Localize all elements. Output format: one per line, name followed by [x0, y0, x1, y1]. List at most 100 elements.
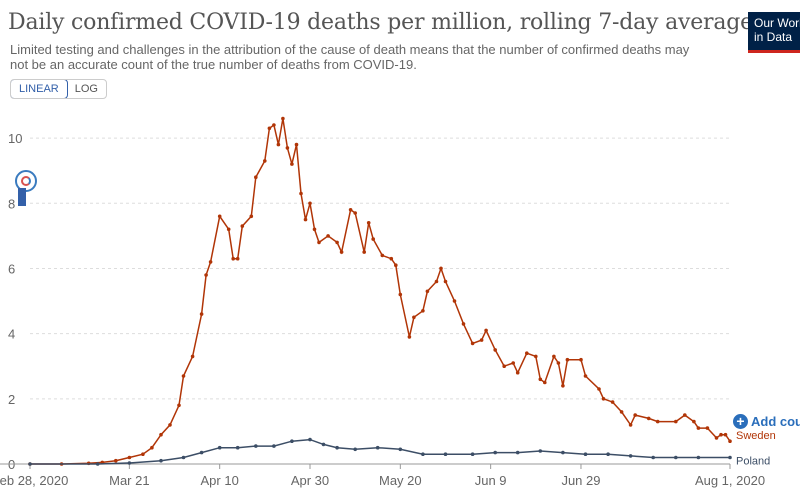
poland-data-point — [628, 454, 633, 458]
poland-data-point — [159, 458, 163, 463]
sweden-data-point — [177, 403, 181, 408]
sweden-data-point — [407, 335, 412, 339]
y-tick-label: 6 — [8, 261, 15, 276]
sweden-data-point — [683, 413, 687, 417]
poland-data-point — [335, 445, 339, 450]
sweden-data-point — [610, 400, 615, 404]
poland-data-point — [728, 455, 732, 460]
log-scale-button[interactable]: LOG — [74, 83, 98, 95]
x-tick-label: Apr 10 — [201, 473, 239, 488]
poland-data-point — [181, 455, 186, 460]
sweden-data-point — [208, 260, 213, 264]
sweden-data-point — [371, 237, 376, 241]
poland-data-point — [217, 445, 222, 450]
sweden-series-label: Sweden — [736, 430, 776, 442]
sweden-data-point — [421, 309, 425, 313]
logo-line-2: in Data — [754, 30, 793, 44]
poland-data-point — [561, 450, 565, 455]
sweden-data-point — [362, 250, 367, 254]
sweden-data-point — [484, 328, 488, 333]
sweden-data-point — [285, 146, 290, 150]
plus-icon: + — [733, 414, 748, 429]
y-tick-label: 4 — [8, 327, 15, 342]
sweden-data-point — [114, 458, 118, 463]
sweden-data-point — [235, 256, 240, 261]
sweden-data-point — [579, 357, 583, 362]
poland-data-point — [353, 447, 358, 452]
sweden-data-point — [723, 432, 728, 437]
linear-scale-button[interactable]: LINEAR — [10, 80, 68, 98]
sweden-data-point — [317, 240, 321, 245]
sweden-data-point — [534, 354, 538, 359]
poland-series-label: Poland — [736, 455, 770, 467]
poland-data-point — [696, 455, 701, 460]
sweden-data-point — [348, 208, 353, 212]
sweden-data-point — [249, 214, 254, 219]
sweden-data-point — [335, 240, 339, 245]
sweden-data-point — [556, 361, 561, 365]
sweden-data-point — [366, 221, 371, 225]
sweden-data-point — [339, 250, 344, 254]
sweden-data-point — [398, 292, 403, 297]
y-tick-label: 8 — [8, 196, 15, 211]
sweden-data-point — [696, 426, 701, 430]
sweden-data-point — [217, 214, 222, 219]
logo-accent-bar — [748, 50, 800, 53]
chart-title: Daily confirmed COVID-19 deaths per mill… — [8, 10, 753, 35]
poland-data-point — [421, 452, 425, 457]
sweden-data-point — [299, 191, 303, 196]
sweden-data-point — [452, 299, 457, 303]
sweden-data-point — [150, 445, 154, 450]
sweden-data-point — [443, 279, 448, 284]
sweden-data-point — [515, 370, 520, 375]
sweden-data-point — [619, 410, 624, 414]
timeline-handle-icon[interactable] — [15, 170, 37, 192]
poland-data-point — [199, 450, 204, 455]
sweden-data-point — [326, 234, 330, 238]
sweden-data-point — [380, 253, 385, 258]
sweden-data-point — [502, 364, 507, 369]
sweden-data-point — [674, 419, 678, 424]
sweden-data-point — [303, 217, 308, 222]
y-tick-label: 10 — [8, 131, 22, 146]
sweden-data-point — [294, 142, 299, 147]
sweden-data-point — [240, 224, 245, 228]
poland-data-point — [493, 450, 498, 455]
poland-data-point — [28, 462, 32, 466]
sweden-data-point — [728, 439, 732, 444]
sweden-data-point — [705, 426, 710, 430]
sweden-data-point — [655, 419, 660, 424]
sweden-data-point — [439, 266, 443, 271]
poland-data-point — [272, 444, 276, 448]
poland-data-point — [308, 437, 312, 442]
sweden-data-point — [168, 423, 172, 427]
sweden-data-point — [276, 142, 281, 147]
chart-subtitle: Limited testing and challenges in the at… — [10, 42, 690, 72]
poland-data-point — [95, 462, 100, 466]
scale-toggle[interactable]: LINEAR LOG — [10, 79, 107, 99]
sweden-data-point — [714, 436, 719, 440]
poland-data-point — [674, 455, 678, 460]
timeline-slider-bar[interactable] — [18, 188, 26, 206]
sweden-data-point — [565, 357, 570, 362]
add-country-label: Add country — [751, 414, 800, 429]
sweden-data-point — [511, 361, 515, 365]
owid-logo[interactable]: Our World in Data — [748, 12, 800, 50]
poland-data-point — [375, 445, 380, 450]
sweden-data-point — [159, 432, 163, 437]
poland-data-point — [583, 452, 588, 457]
sweden-data-point — [719, 432, 723, 437]
sweden-data-point — [470, 341, 475, 346]
poland-data-point — [290, 439, 294, 444]
sweden-data-point — [425, 289, 430, 294]
sweden-data-point — [561, 384, 565, 388]
x-tick-label: Apr 30 — [291, 473, 329, 488]
sweden-data-point — [127, 455, 132, 460]
sweden-series-line — [30, 118, 731, 465]
add-country-button[interactable]: + Add country — [733, 414, 800, 429]
sweden-data-point — [281, 116, 285, 121]
x-tick-label: Jun 29 — [561, 473, 600, 488]
sweden-data-point — [263, 159, 267, 163]
poland-data-point — [235, 445, 240, 450]
